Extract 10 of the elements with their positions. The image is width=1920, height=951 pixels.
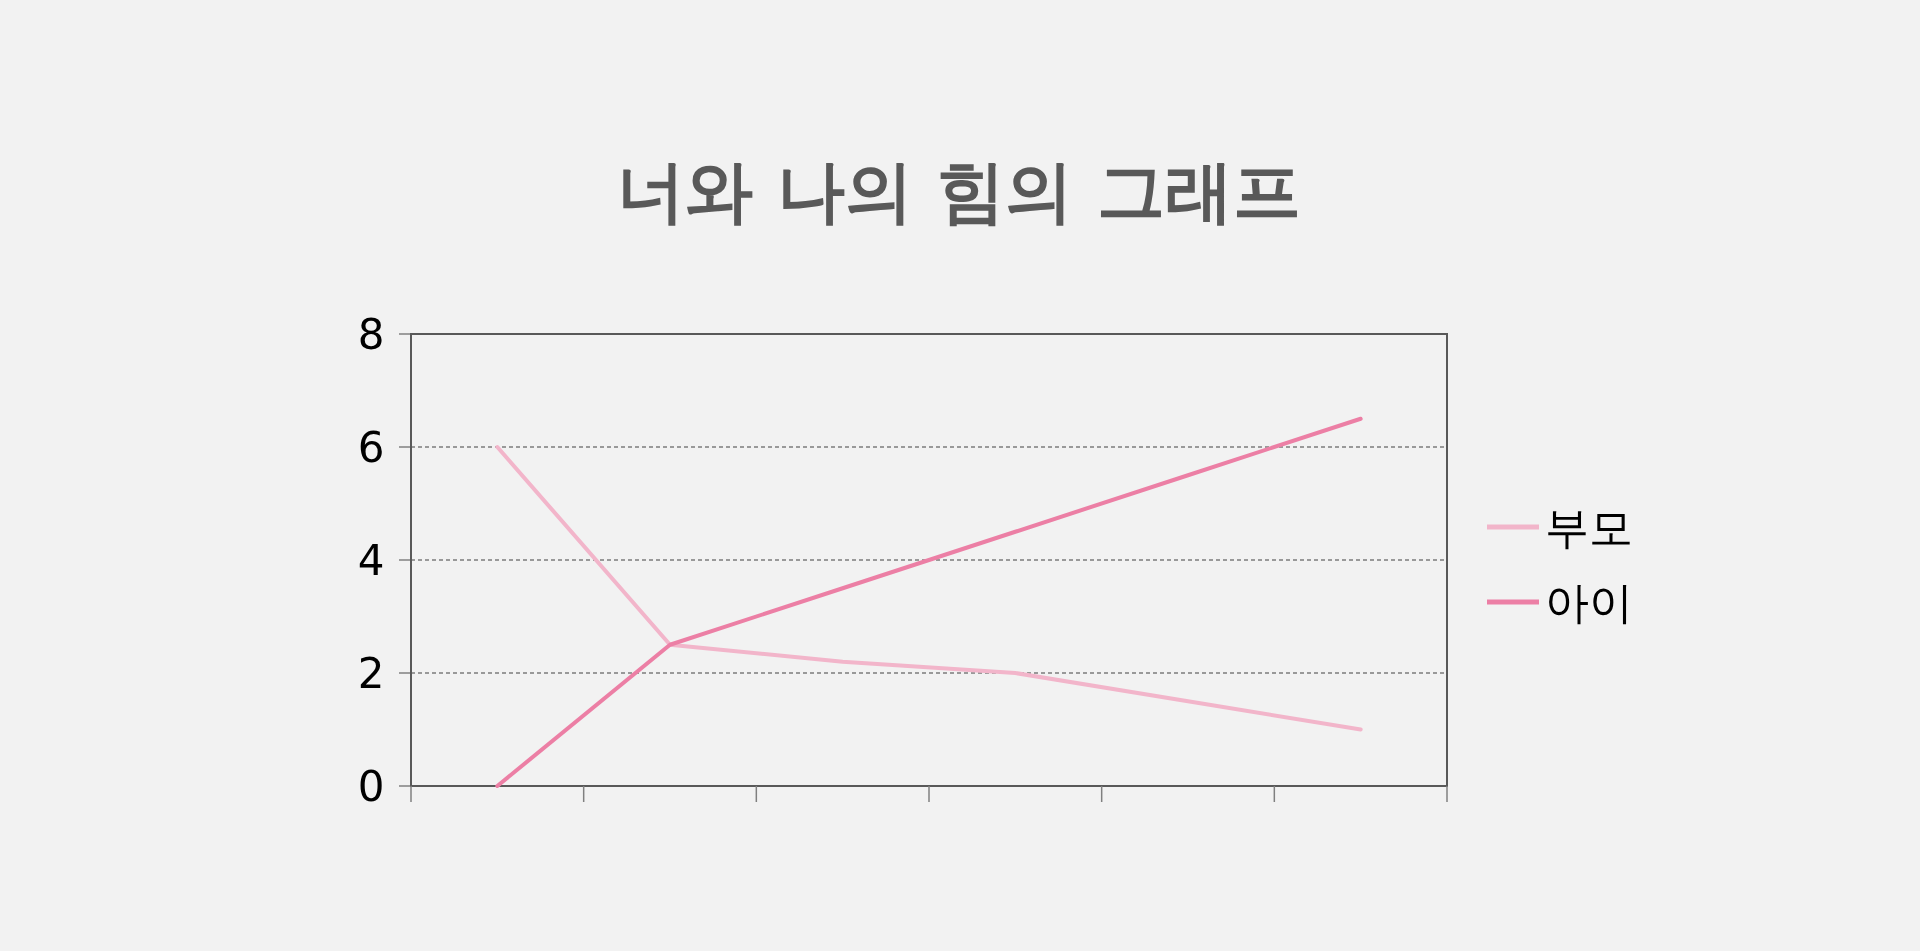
y-tick-label: 4 (357, 536, 385, 585)
line-series (495, 445, 1363, 732)
legend-label: 부모 (1545, 502, 1633, 553)
chart-title: 너와 나의 힘의 그래프 (617, 152, 1301, 231)
y-tick-label: 2 (357, 649, 385, 698)
legend-label: 아이 (1545, 577, 1633, 628)
y-tick-label: 0 (357, 762, 385, 811)
y-tick-label: 8 (357, 310, 385, 359)
line-series (495, 416, 1363, 788)
y-tick-label: 6 (357, 423, 385, 472)
